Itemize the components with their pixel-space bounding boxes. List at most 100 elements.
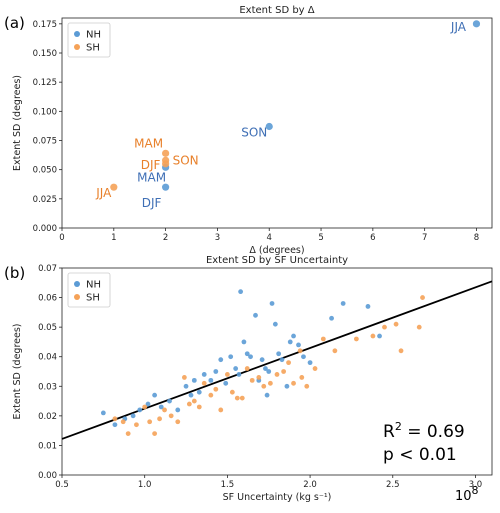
- data-point-nh: [175, 407, 181, 413]
- data-point-nh: [266, 369, 272, 374]
- r-squared-value: = 0.69: [402, 422, 465, 442]
- data-point-nh: [340, 301, 346, 306]
- data-point-nh: [183, 383, 189, 389]
- x-tick-label: 2.0: [303, 480, 317, 490]
- data-point-sh: [229, 389, 235, 395]
- x-tick-label: 0: [59, 233, 64, 243]
- data-point-nh: [100, 410, 106, 416]
- data-point-nh: [329, 315, 334, 321]
- data-point-sh: [267, 380, 273, 386]
- plot-frame: [61, 17, 493, 229]
- x-axis-multiplier-exponent: 8: [472, 484, 479, 497]
- data-point-nh: [301, 354, 306, 360]
- y-tick-label: 0.04: [38, 353, 57, 363]
- y-tick-label: 0.06: [38, 294, 57, 304]
- panel-label: (a): [4, 14, 25, 32]
- y-tick-label: 0.075: [33, 137, 57, 147]
- legend-marker-nh: [74, 281, 80, 287]
- data-point-nh: [248, 354, 253, 360]
- data-point-nh: [201, 372, 207, 377]
- data-point-sh: [291, 380, 296, 386]
- data-point-sh: [191, 398, 197, 404]
- y-tick-label: 0.050: [33, 166, 57, 176]
- data-point-sh: [186, 401, 192, 407]
- data-point-nh: [196, 389, 202, 395]
- data-point-sh: [168, 413, 174, 419]
- data-point-nh: [244, 351, 250, 357]
- legend-marker-sh: [74, 294, 80, 300]
- data-point-sh: [157, 416, 162, 422]
- plot-frame: [61, 267, 493, 476]
- r-squared-text: R2 = 0.69: [383, 420, 465, 442]
- legend-marker-nh: [74, 31, 80, 37]
- data-point-nh: [296, 342, 301, 348]
- y-tick-label: 0.000: [33, 224, 57, 234]
- data-point-sh: [196, 404, 202, 410]
- data-point-nh: [236, 372, 242, 377]
- data-point-nh: [162, 183, 170, 191]
- y-tick-label: 0.025: [33, 195, 57, 205]
- x-tick-label: 0.5: [55, 480, 69, 490]
- chart-panel-b: 0.5 1.0 1.5 2.0 2.5 3.0 0.00 0.01 0.02 0.03 0.04 0.…: [4, 255, 493, 504]
- chart-title: Extent SD by Δ: [239, 5, 314, 16]
- data-point-sh: [152, 431, 158, 436]
- data-point-nh: [264, 392, 270, 398]
- data-point-sh: [249, 377, 255, 383]
- data-point-sh: [208, 392, 214, 398]
- data-point-sh: [162, 149, 170, 157]
- data-point-sh: [234, 395, 240, 401]
- data-point-nh: [259, 357, 265, 363]
- panel-label: (b): [4, 264, 25, 282]
- data-point-nh: [472, 20, 481, 28]
- regression-line: [61, 280, 493, 440]
- data-point-sh: [175, 419, 181, 425]
- data-point-nh: [188, 392, 194, 398]
- data-point-sh: [181, 375, 187, 380]
- data-point-nh: [253, 312, 258, 318]
- y-tick-label: 0.03: [38, 382, 57, 392]
- r-squared-superscript: 2: [395, 420, 402, 433]
- y-tick-label: 0.175: [33, 20, 57, 30]
- data-point-nh: [238, 289, 244, 295]
- x-tick-label: 5: [318, 233, 323, 243]
- data-point-sh: [218, 407, 224, 413]
- data-point-sh: [370, 333, 376, 339]
- x-tick-label: 1.5: [221, 480, 235, 490]
- x-tick-label: 8: [474, 233, 479, 243]
- y-axis-label: Extent SD (degrees): [12, 75, 23, 171]
- data-point-nh: [377, 333, 382, 339]
- data-point-nh: [223, 380, 229, 386]
- point-label-nh-jja: JJA: [450, 20, 467, 34]
- data-point-nh: [365, 304, 371, 309]
- y-tick-label: 0.05: [38, 323, 57, 333]
- chart-panel-a: 0 1 2 3 4 5 6 7 8 0.000 0.025 0.050 0.075 0.100 0.125 0…: [4, 5, 493, 256]
- x-tick-label: 3.0: [469, 480, 483, 490]
- data-point-nh: [279, 357, 285, 363]
- data-point-sh: [239, 395, 245, 401]
- data-point-sh: [297, 348, 303, 354]
- data-point-nh: [191, 377, 197, 383]
- point-label-sh-djf: DJF: [141, 158, 161, 172]
- legend-label-sh: SH: [86, 43, 100, 54]
- data-point-sh: [261, 383, 267, 389]
- point-label-sh-mam: MAM: [134, 136, 163, 150]
- point-label-nh-mam: MAM: [137, 170, 166, 184]
- data-point-sh: [162, 407, 167, 413]
- data-point-sh: [398, 348, 404, 354]
- data-point-sh: [201, 380, 207, 386]
- data-point-sh: [125, 431, 131, 436]
- x-axis-multiplier: 108: [455, 484, 479, 504]
- data-point-nh: [158, 404, 164, 410]
- x-tick-label: 4: [267, 233, 272, 243]
- data-point-nh: [152, 392, 158, 398]
- y-tick-label: 0.02: [38, 412, 57, 422]
- y-axis-label: Extent SD (degrees): [12, 324, 23, 420]
- data-point-nh: [265, 122, 273, 131]
- y-tick-label: 0.125: [33, 78, 57, 88]
- data-point-sh: [286, 360, 291, 366]
- data-point-nh: [167, 398, 172, 404]
- data-point-nh: [208, 377, 214, 383]
- data-point-nh: [218, 357, 224, 363]
- data-point-nh: [287, 339, 293, 345]
